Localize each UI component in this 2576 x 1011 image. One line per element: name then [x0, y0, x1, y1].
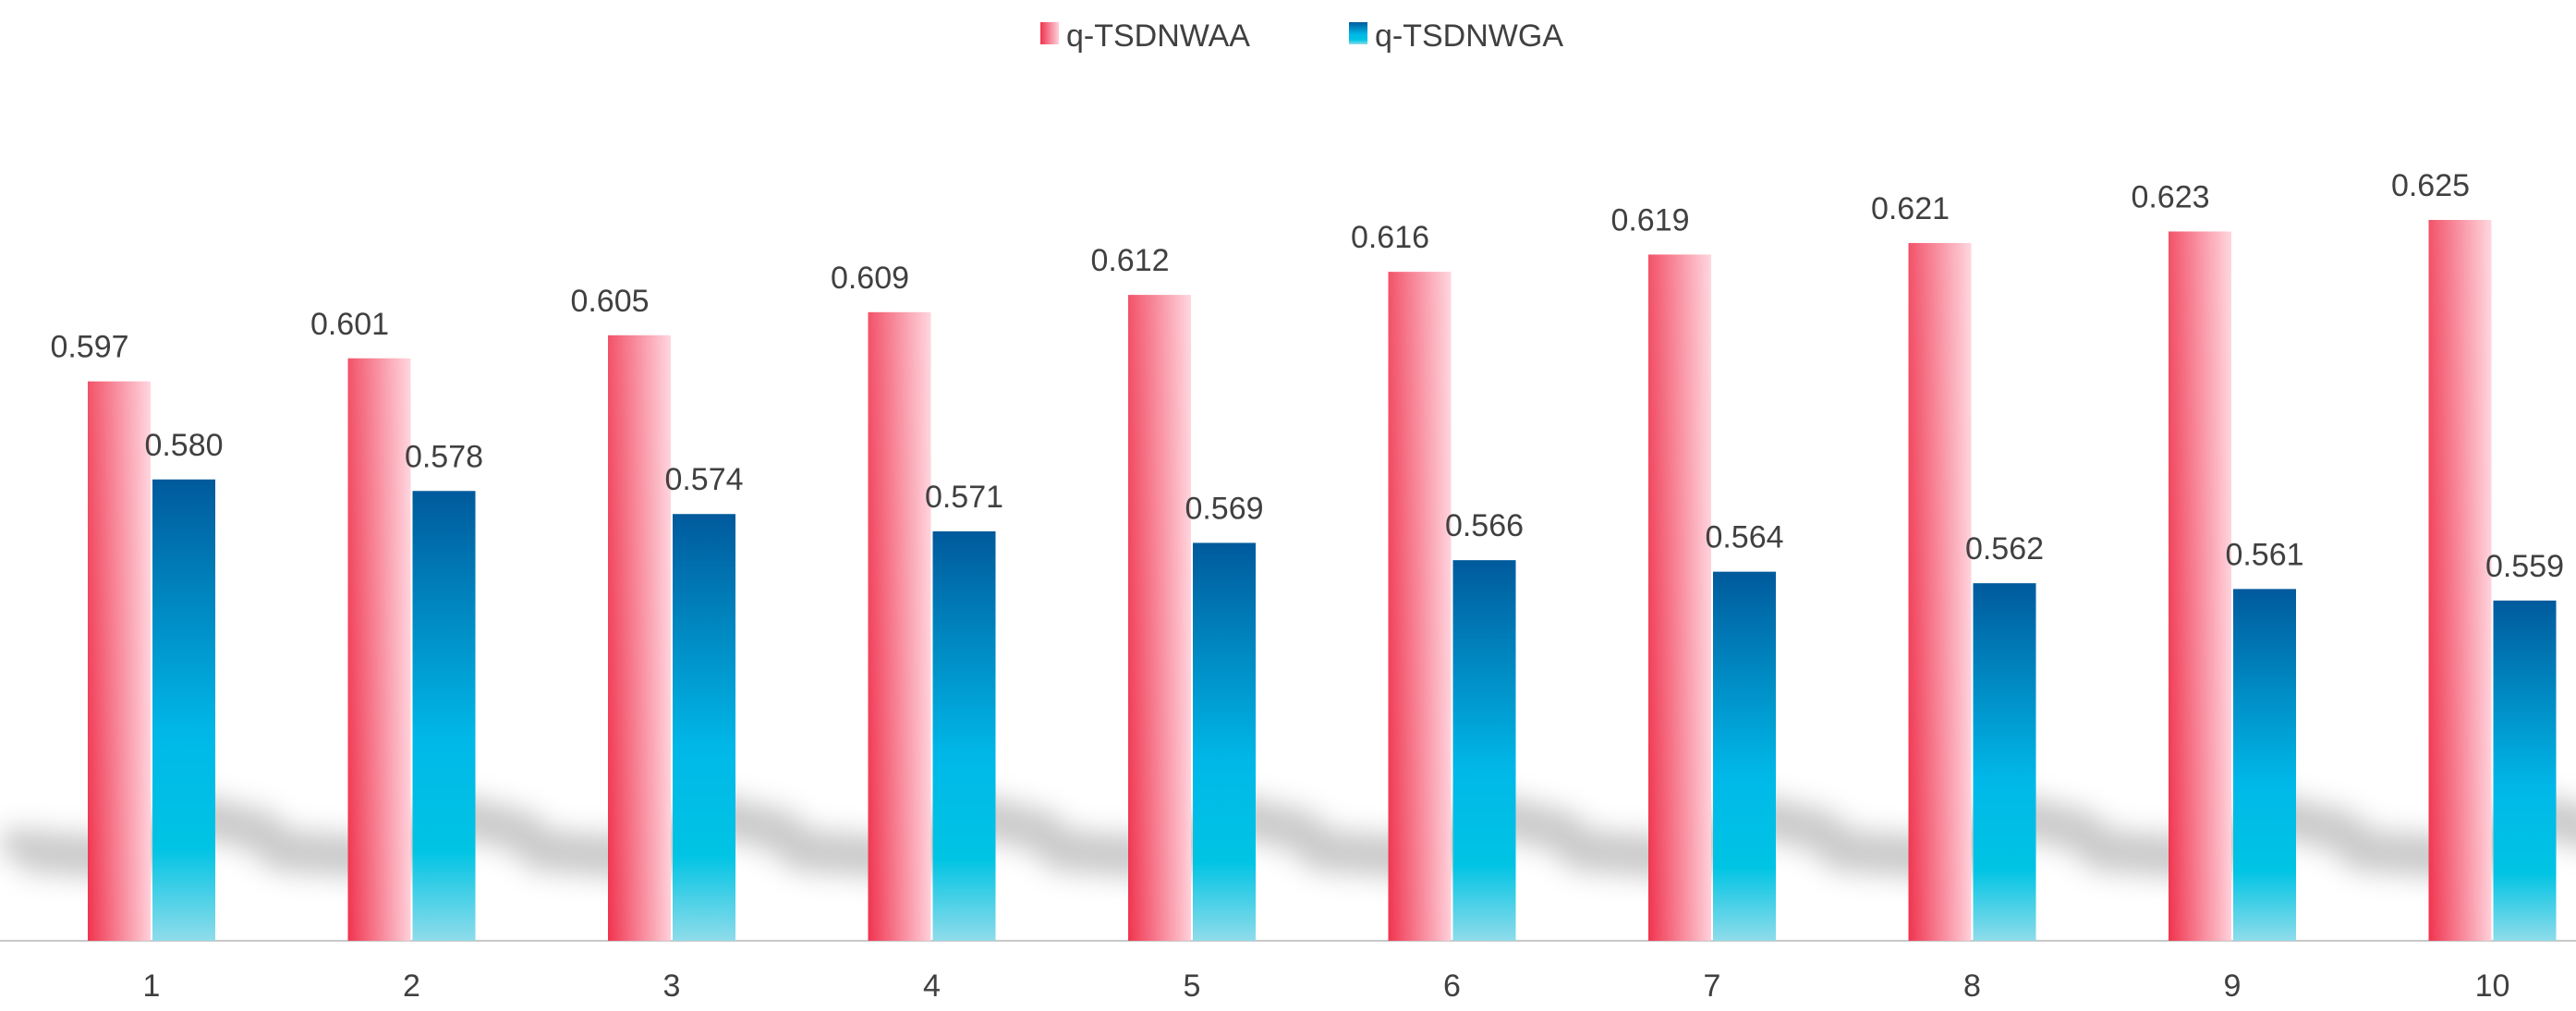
- x-tick-label-1: 1: [143, 968, 161, 1004]
- x-tick-label-2: 2: [403, 968, 420, 1004]
- bar-q-tsdnwga-4: [932, 530, 996, 941]
- legend-label-q-tsdnwaa: q-TSDNWAA: [1066, 18, 1250, 54]
- data-label-q-tsdnwaa-6: 0.616: [1351, 220, 1429, 255]
- data-label-q-tsdnwaa-4: 0.609: [831, 261, 909, 296]
- data-label-q-tsdnwaa-5: 0.612: [1090, 243, 1169, 278]
- bar-sheen-9: [2169, 231, 2231, 942]
- bars: [88, 220, 2557, 942]
- data-label-q-tsdnwaa-7: 0.619: [1610, 202, 1689, 238]
- bar-q-tsdnwga-3: [673, 514, 735, 941]
- legend-swatch-q-tsdnwaa: [1040, 22, 1059, 44]
- bar-sheen-6: [1388, 272, 1452, 941]
- bar-sheen-4: [868, 311, 931, 942]
- x-tick-label-4: 4: [923, 968, 941, 1004]
- bar-q-tsdnwga-9: [2233, 589, 2296, 941]
- bar-sheen-5: [1128, 295, 1191, 941]
- bar-sheen-8: [1908, 242, 1972, 942]
- bar-sheen-1: [88, 381, 151, 942]
- data-label-q-tsdnwga-10: 0.559: [2485, 549, 2564, 584]
- x-tick-label-6: 6: [1443, 968, 1461, 1004]
- bar-sheen-2: [347, 358, 411, 941]
- bar-q-tsdnwga-10: [2493, 600, 2557, 941]
- legend-label-q-tsdnwga: q-TSDNWGA: [1375, 18, 1563, 54]
- x-tick-label-9: 9: [2224, 968, 2242, 1004]
- data-label-q-tsdnwaa-8: 0.621: [1871, 191, 1950, 226]
- bar-q-tsdnwga-8: [1973, 583, 2036, 941]
- bar-sheen-3: [608, 335, 671, 941]
- legend: q-TSDNWAA q-TSDNWGA: [1040, 18, 1563, 54]
- bar-sheen-10: [2428, 220, 2492, 941]
- data-label-q-tsdnwga-7: 0.564: [1705, 520, 1783, 555]
- data-label-q-tsdnwga-5: 0.569: [1185, 491, 1263, 526]
- data-label-q-tsdnwga-6: 0.566: [1445, 508, 1524, 543]
- x-tick-labels: 1 2 3 4 5 6 7 8 9 10: [143, 968, 2510, 1004]
- data-label-q-tsdnwga-1: 0.580: [144, 428, 223, 463]
- data-label-q-tsdnwga-2: 0.578: [405, 439, 483, 474]
- data-label-q-tsdnwga-8: 0.562: [1965, 531, 2044, 566]
- data-label-q-tsdnwaa-1: 0.597: [50, 330, 128, 365]
- data-label-q-tsdnwaa-10: 0.625: [2391, 168, 2470, 203]
- x-tick-label-3: 3: [663, 968, 681, 1004]
- data-label-q-tsdnwaa-2: 0.601: [310, 307, 389, 342]
- bar-q-tsdnwga-6: [1452, 560, 1516, 941]
- bar-q-tsdnwga-5: [1193, 542, 1256, 941]
- bar-sheen-7: [1648, 254, 1711, 941]
- bar-q-tsdnwga-7: [1713, 571, 1776, 941]
- data-label-q-tsdnwga-4: 0.571: [925, 480, 1003, 515]
- data-label-q-tsdnwaa-3: 0.605: [570, 284, 649, 319]
- x-tick-label-8: 8: [1963, 968, 1981, 1004]
- bar-q-tsdnwga-1: [152, 479, 215, 941]
- legend-swatch-q-tsdnwga: [1349, 22, 1367, 44]
- data-label-q-tsdnwga-3: 0.574: [664, 462, 743, 497]
- bar-q-tsdnwga-2: [412, 491, 476, 941]
- x-tick-label-7: 7: [1704, 968, 1721, 1004]
- data-label-q-tsdnwga-9: 0.561: [2225, 537, 2303, 572]
- data-labels: 0.597 0.580 0.601 0.578 0.605 0.574 0.609 0.571…: [50, 168, 2564, 584]
- data-label-q-tsdnwaa-9: 0.623: [2131, 179, 2209, 214]
- x-tick-label-10: 10: [2475, 968, 2510, 1004]
- x-tick-label-5: 5: [1184, 968, 1201, 1004]
